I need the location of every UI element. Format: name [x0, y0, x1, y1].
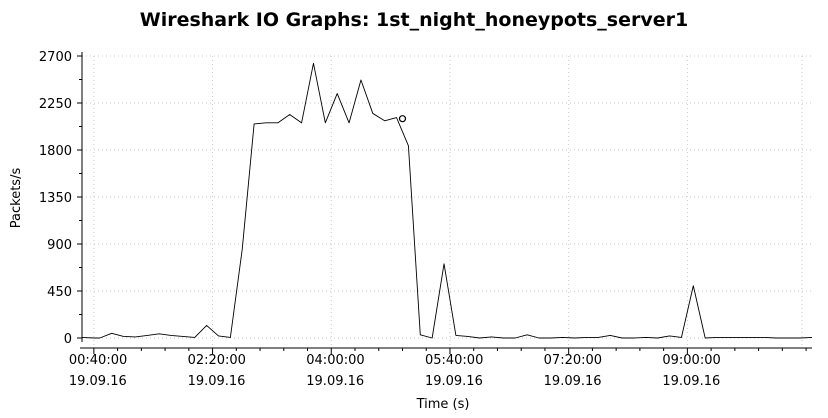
- y-tick-label: 1800: [39, 144, 72, 159]
- series-layer: [81, 62, 813, 339]
- y-axis-label: Packets/s: [9, 168, 24, 229]
- y-tick-label: 2250: [39, 97, 72, 112]
- y-tick-label: 900: [47, 238, 72, 253]
- y-tick-label: 1350: [39, 191, 72, 206]
- x-tick-label: 02:20:00 19.09.16: [188, 353, 246, 389]
- x-tick-label: 09:00:00 19.09.16: [662, 353, 720, 389]
- x-axis-label: Time (s): [416, 397, 470, 412]
- x-tick-label: 00:40:00 19.09.16: [69, 353, 127, 389]
- grid-lines: [82, 55, 812, 348]
- y-axis-ticks: 0 450 900 1350 1800 2250 2700: [39, 50, 82, 347]
- axes: [80, 52, 812, 349]
- selected-point-marker: [398, 115, 407, 123]
- y-tick-label: 2700: [39, 50, 72, 65]
- y-tick-label: 450: [47, 285, 72, 300]
- x-tick-label: 05:40:00 19.09.16: [425, 353, 483, 389]
- y-tick-label: 0: [64, 332, 72, 347]
- x-tick-label: 04:00:00 19.09.16: [306, 353, 364, 389]
- x-axis-ticks: 00:40:00 19.09.16 02:20:00 19.09.16 04:00:00…: [69, 348, 807, 389]
- chart-title: Wireshark IO Graphs: 1st_night_honeypots…: [140, 9, 689, 31]
- x-tick-label: 07:20:00 19.09.16: [544, 353, 602, 389]
- packets-series-line: [81, 62, 813, 339]
